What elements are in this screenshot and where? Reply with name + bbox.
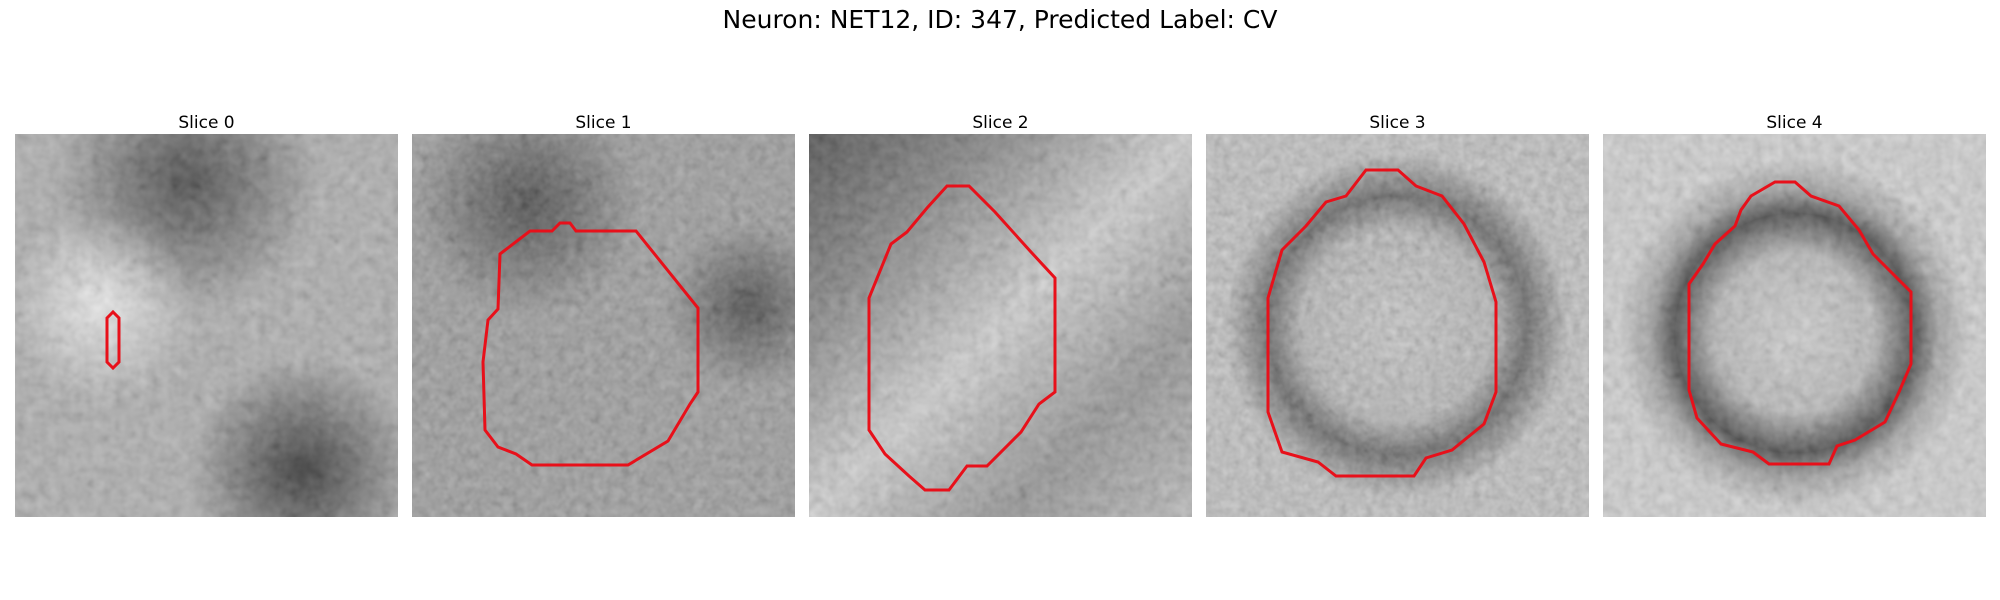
slice-title-1: Slice 1 bbox=[575, 113, 632, 133]
slice-title-0: Slice 0 bbox=[178, 113, 235, 133]
slice-panel-3: Slice 3 bbox=[1206, 112, 1589, 517]
slice-panel-0: Slice 0 bbox=[15, 112, 398, 517]
contour-2 bbox=[867, 184, 1057, 492]
slice-image-2 bbox=[809, 134, 1192, 517]
slice-title-2: Slice 2 bbox=[972, 113, 1029, 133]
slice-image-3 bbox=[1206, 134, 1589, 517]
contour-4 bbox=[1687, 180, 1913, 466]
slice-image-1 bbox=[412, 134, 795, 517]
slice-image-0 bbox=[15, 134, 398, 517]
slice-panel-1: Slice 1 bbox=[412, 112, 795, 517]
slice-panel-2: Slice 2 bbox=[809, 112, 1192, 517]
slice-title-3: Slice 3 bbox=[1369, 113, 1426, 133]
slice-image-4 bbox=[1603, 134, 1986, 517]
slice-panel-4: Slice 4 bbox=[1603, 112, 1986, 517]
contour-3 bbox=[1266, 168, 1498, 478]
contour-0 bbox=[105, 309, 121, 371]
slice-title-4: Slice 4 bbox=[1766, 113, 1823, 133]
figure-title: Neuron: NET12, ID: 347, Predicted Label:… bbox=[722, 5, 1278, 34]
contour-1 bbox=[481, 221, 700, 467]
